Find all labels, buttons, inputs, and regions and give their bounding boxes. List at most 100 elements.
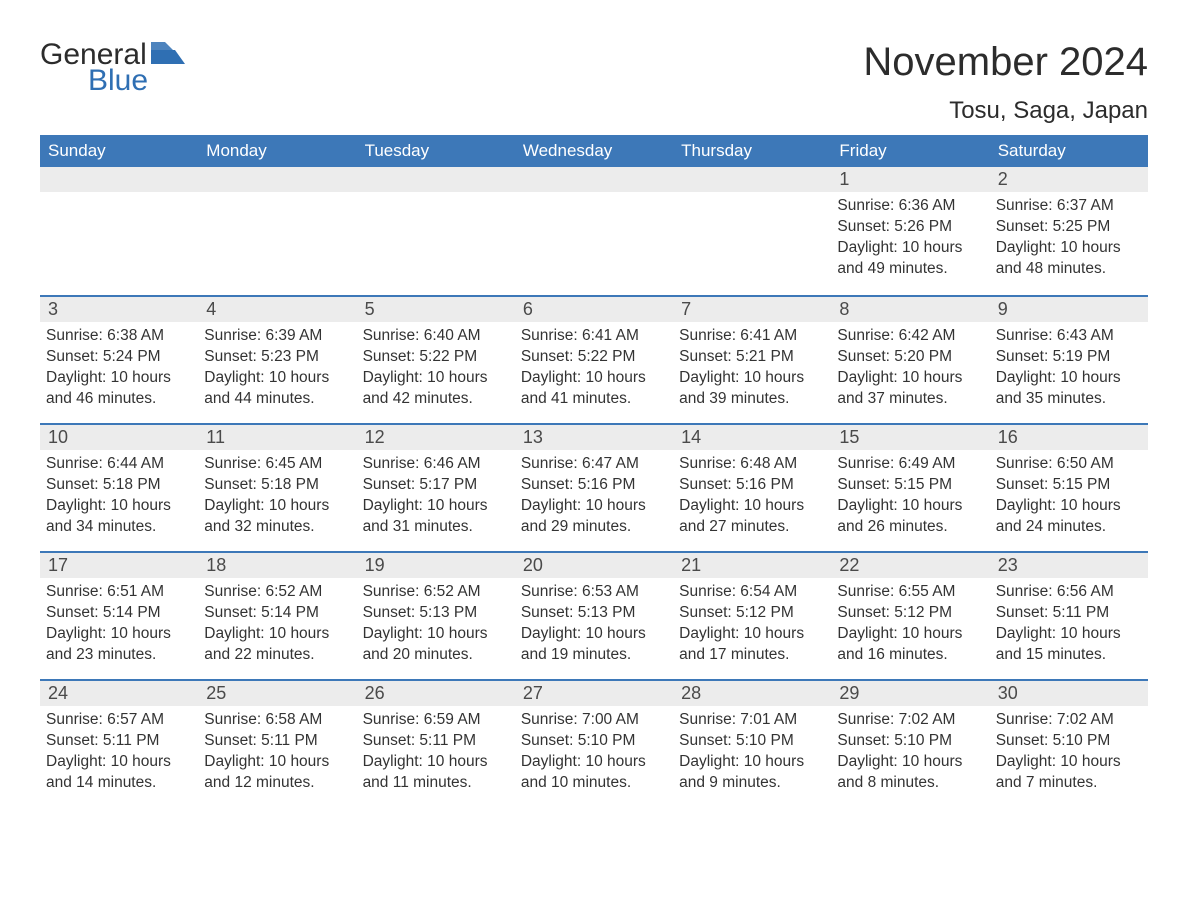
day-cell: 11Sunrise: 6:45 AMSunset: 5:18 PMDayligh… [198,425,356,551]
week-row: 10Sunrise: 6:44 AMSunset: 5:18 PMDayligh… [40,423,1148,551]
weekday-header-cell: Saturday [990,135,1148,167]
week-row: 17Sunrise: 6:51 AMSunset: 5:14 PMDayligh… [40,551,1148,679]
day-cell [357,167,515,295]
day-number-bar: 30 [990,681,1148,706]
day-cell: 9Sunrise: 6:43 AMSunset: 5:19 PMDaylight… [990,297,1148,423]
day-number: 10 [48,427,68,447]
weekday-header-cell: Tuesday [357,135,515,167]
daylight-text: Daylight: 10 hours and 16 minutes. [837,624,983,666]
sunrise-text: Sunrise: 6:58 AM [204,710,350,731]
sunrise-text: Sunrise: 6:46 AM [363,454,509,475]
day-number: 23 [998,555,1018,575]
daylight-text: Daylight: 10 hours and 10 minutes. [521,752,667,794]
day-number: 8 [839,299,849,319]
day-number-bar: 5 [357,297,515,322]
sunset-text: Sunset: 5:11 PM [204,731,350,752]
sunset-text: Sunset: 5:10 PM [996,731,1142,752]
sunset-text: Sunset: 5:14 PM [46,603,192,624]
daylight-text: Daylight: 10 hours and 26 minutes. [837,496,983,538]
calendar: SundayMondayTuesdayWednesdayThursdayFrid… [40,135,1148,807]
daylight-text: Daylight: 10 hours and 42 minutes. [363,368,509,410]
day-number-bar: 22 [831,553,989,578]
sunset-text: Sunset: 5:17 PM [363,475,509,496]
daylight-text: Daylight: 10 hours and 46 minutes. [46,368,192,410]
sunset-text: Sunset: 5:15 PM [996,475,1142,496]
sunrise-text: Sunrise: 6:48 AM [679,454,825,475]
day-cell: 25 Sunrise: 6:58 AMSunset: 5:11 PMDayligh… [198,681,356,807]
sunset-text: Sunset: 5:14 PM [204,603,350,624]
day-cell: 1Sunrise: 6:36 AMSunset: 5:26 PMDaylight… [831,167,989,295]
day-number-bar [198,167,356,192]
day-number-bar: 13 [515,425,673,450]
sunset-text: Sunset: 5:11 PM [996,603,1142,624]
day-number: 25 [206,683,226,703]
day-cell [515,167,673,295]
sunrise-text: Sunrise: 6:54 AM [679,582,825,603]
daylight-text: Daylight: 10 hours and 48 minutes. [996,238,1142,280]
daylight-text: Daylight: 10 hours and 14 minutes. [46,752,192,794]
week-row: 1Sunrise: 6:36 AMSunset: 5:26 PMDaylight… [40,167,1148,295]
day-number-bar: 21 [673,553,831,578]
sunset-text: Sunset: 5:12 PM [679,603,825,624]
day-number-bar: 9 [990,297,1148,322]
daylight-text: Daylight: 10 hours and 17 minutes. [679,624,825,666]
day-number: 2 [998,169,1008,189]
title-block: November 2024 Tosu, Saga, Japan [863,40,1148,125]
day-cell: 10Sunrise: 6:44 AMSunset: 5:18 PMDayligh… [40,425,198,551]
day-cell: 7Sunrise: 6:41 AMSunset: 5:21 PMDaylight… [673,297,831,423]
sunrise-text: Sunrise: 6:49 AM [837,454,983,475]
day-cell: 3Sunrise: 6:38 AMSunset: 5:24 PMDaylight… [40,297,198,423]
day-number: 20 [523,555,543,575]
day-cell: 19Sunrise: 6:52 AMSunset: 5:13 PMDayligh… [357,553,515,679]
daylight-text: Daylight: 10 hours and 12 minutes. [204,752,350,794]
sunrise-text: Sunrise: 6:53 AM [521,582,667,603]
daylight-text: Daylight: 10 hours and 27 minutes. [679,496,825,538]
day-number: 16 [998,427,1018,447]
daylight-text: Daylight: 10 hours and 35 minutes. [996,368,1142,410]
day-number-bar: 10 [40,425,198,450]
sunrise-text: Sunrise: 6:42 AM [837,326,983,347]
day-number-bar: 16 [990,425,1148,450]
sunrise-text: Sunrise: 6:52 AM [363,582,509,603]
sunset-text: Sunset: 5:13 PM [521,603,667,624]
day-cell: 21 Sunrise: 6:54 AMSunset: 5:12 PMDayligh… [673,553,831,679]
daylight-text: Daylight: 10 hours and 39 minutes. [679,368,825,410]
day-cell: 2Sunrise: 6:37 AMSunset: 5:25 PMDaylight… [990,167,1148,295]
daylight-text: Daylight: 10 hours and 32 minutes. [204,496,350,538]
sunrise-text: Sunrise: 7:02 AM [996,710,1142,731]
sunrise-text: Sunrise: 6:40 AM [363,326,509,347]
day-number-bar: 11 [198,425,356,450]
daylight-text: Daylight: 10 hours and 24 minutes. [996,496,1142,538]
day-number-bar: 12 [357,425,515,450]
day-number: 24 [48,683,68,703]
day-cell: 28Sunrise: 7:01 AMSunset: 5:10 PMDayligh… [673,681,831,807]
day-number: 15 [839,427,859,447]
sunset-text: Sunset: 5:20 PM [837,347,983,368]
day-number-bar: 23 [990,553,1148,578]
sunset-text: Sunset: 5:16 PM [521,475,667,496]
day-cell: 23Sunrise: 6:56 AMSunset: 5:11 PMDayligh… [990,553,1148,679]
day-number: 6 [523,299,533,319]
day-number-bar: 1 [831,167,989,192]
day-number-bar: 19 [357,553,515,578]
day-cell: 18Sunrise: 6:52 AMSunset: 5:14 PMDayligh… [198,553,356,679]
day-number: 27 [523,683,543,703]
day-number-bar [673,167,831,192]
sunrise-text: Sunrise: 6:36 AM [837,196,983,217]
day-number: 26 [365,683,385,703]
day-cell: 17Sunrise: 6:51 AMSunset: 5:14 PMDayligh… [40,553,198,679]
day-number: 19 [365,555,385,575]
day-cell: 15Sunrise: 6:49 AMSunset: 5:15 PMDayligh… [831,425,989,551]
day-number-bar: 25 [198,681,356,706]
weekday-header-cell: Friday [831,135,989,167]
day-number-bar [357,167,515,192]
sunset-text: Sunset: 5:22 PM [363,347,509,368]
sunrise-text: Sunrise: 6:57 AM [46,710,192,731]
day-number-bar: 27 [515,681,673,706]
sunrise-text: Sunrise: 7:01 AM [679,710,825,731]
day-cell: 22Sunrise: 6:55 AMSunset: 5:12 PMDayligh… [831,553,989,679]
daylight-text: Daylight: 10 hours and 11 minutes. [363,752,509,794]
day-cell: 27Sunrise: 7:00 AMSunset: 5:10 PMDayligh… [515,681,673,807]
day-number-bar: 7 [673,297,831,322]
weekday-header-cell: Thursday [673,135,831,167]
